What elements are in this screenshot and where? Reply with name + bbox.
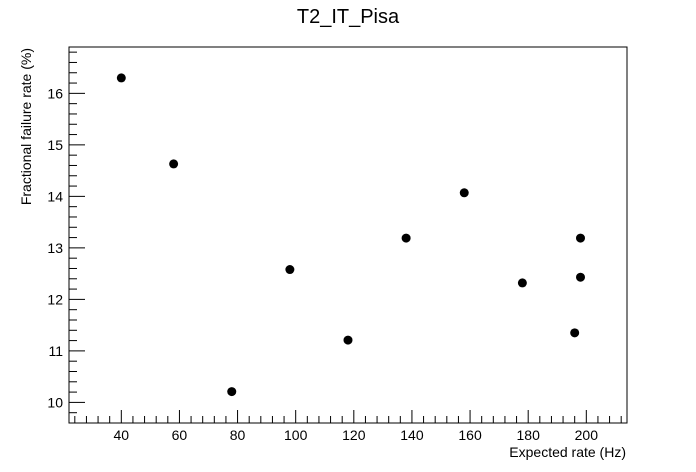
- data-point: [169, 159, 179, 169]
- x-tick-label: 120: [342, 427, 366, 443]
- y-tick-label: 15: [47, 137, 63, 153]
- x-axis-label: Expected rate (Hz): [509, 444, 626, 460]
- data-point: [343, 335, 353, 345]
- y-axis-tick-labels: 10 11 12 13 14 15 16: [47, 85, 63, 410]
- y-tick-label: 10: [47, 394, 63, 410]
- x-tick-label: 200: [575, 427, 599, 443]
- data-point: [576, 233, 585, 243]
- y-tick-label: 14: [47, 188, 63, 204]
- data-point: [401, 233, 411, 243]
- x-tick-label: 80: [230, 427, 246, 443]
- x-tick-label: 180: [517, 427, 541, 443]
- data-point: [570, 328, 580, 338]
- y-tick-label: 12: [47, 291, 63, 307]
- x-axis-ticks: [74, 410, 622, 423]
- data-point: [517, 278, 527, 288]
- x-tick-label: 160: [458, 427, 482, 443]
- data-point: [116, 73, 126, 83]
- data-points: [116, 73, 585, 397]
- x-tick-label: 100: [284, 427, 308, 443]
- y-tick-label: 13: [47, 240, 63, 256]
- y-axis-label: Fractional failure rate (%): [18, 48, 34, 205]
- x-axis-tick-labels: 40 60 80 100 120 140 160 180 200: [114, 427, 599, 443]
- y-axis-ticks: [69, 51, 85, 424]
- chart-title: T2_IT_Pisa: [297, 6, 400, 28]
- y-tick-label: 11: [48, 343, 63, 359]
- data-point: [459, 188, 469, 198]
- plot-frame: [68, 46, 628, 424]
- x-tick-label: 60: [172, 427, 188, 443]
- data-point: [285, 265, 295, 275]
- data-point: [227, 387, 237, 397]
- x-tick-label: 140: [400, 427, 424, 443]
- x-tick-label: 40: [114, 427, 130, 443]
- data-point: [576, 272, 585, 282]
- y-tick-label: 16: [47, 85, 63, 101]
